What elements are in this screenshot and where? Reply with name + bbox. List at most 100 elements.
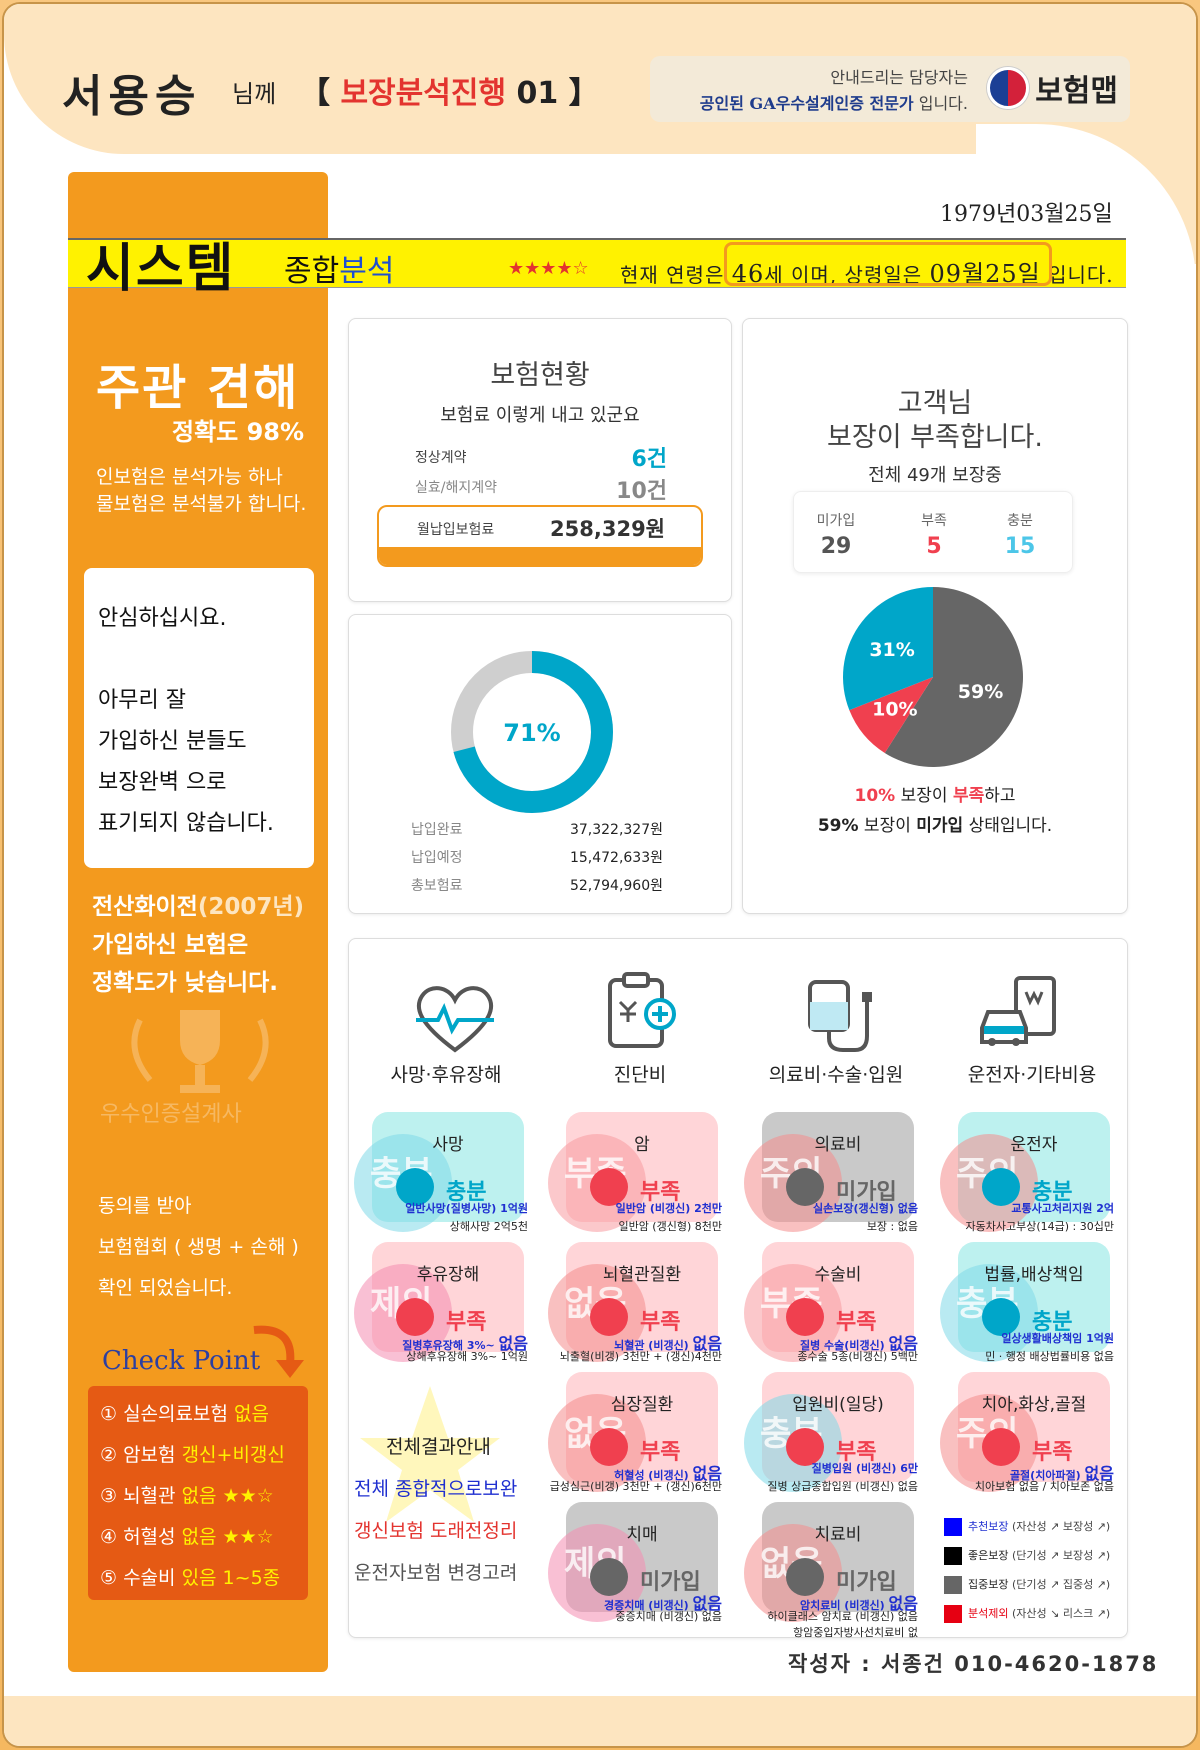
legend-desc: (단기성 ↗ 집중성 ↗) xyxy=(1008,1578,1111,1591)
tile-title: 운전자 xyxy=(1010,1135,1058,1155)
status-face-icon xyxy=(590,1168,628,1206)
age-highlight xyxy=(724,242,1052,286)
summary-line1: 전체 종합적으로보완 xyxy=(354,1478,518,1500)
tile-status: 미가입 xyxy=(640,1570,701,1595)
tile-title: 후유장해 xyxy=(416,1265,480,1285)
agreement-note: 동의를 받아 보험협회 ( 생명 + 손해 ) 확인 되었습니다. xyxy=(98,1195,299,1299)
planned-row: 납입예정 15,472,633원 xyxy=(411,850,663,866)
footer-band xyxy=(4,1696,1196,1746)
payment-card: 71% 납입완료 37,322,327원 납입예정 15,472,633원 총보험료… xyxy=(348,614,732,914)
status-face-icon xyxy=(396,1298,434,1336)
coverage-tile: 제외 후유장해 부족 질병후유장해 3%~ 없음 상해후유장해 3%~ 1억원 xyxy=(354,1242,528,1363)
tile-detail1: 일반사망(질병사망) 1억원 xyxy=(405,1202,528,1215)
insurance-status-card: 보험현황 보험료 이렇게 내고 있군요 정상계약 6건 실효/해지계약 10건 월납… xyxy=(348,318,732,602)
status-face-icon xyxy=(786,1168,824,1206)
tile-detail2: 중증치매 (비갱신) 없음 xyxy=(615,1610,722,1623)
normal-contracts: 정상계약 6건 xyxy=(415,447,667,472)
tile-status: 부족 xyxy=(836,1440,877,1465)
coverage-tile: 없음 치료비 미가입 암치료비 (비갱신) 없음 하이클래스 암치료 (비갱신)… xyxy=(744,1502,918,1639)
tile-detail2: 급성심근(비갱) 3천만 + (갱신)6천만 xyxy=(549,1480,722,1493)
status-face-icon xyxy=(982,1168,1020,1206)
coverage-tile: 충분 사망 충분 일반사망(질병사망) 1억원 상해사망 2억5천 xyxy=(354,1112,528,1233)
car-document-icon xyxy=(980,976,1056,1046)
tile-status: 부족 xyxy=(640,1310,681,1335)
legend-swatch xyxy=(944,1605,962,1623)
tile-detail1: 일반암 (비갱신) 2천만 xyxy=(615,1202,722,1215)
status-face-icon xyxy=(982,1428,1020,1466)
tile-detail1: 질병 수술(비갱신) 없음 xyxy=(799,1334,918,1353)
payment-donut-chart: 71% xyxy=(451,651,613,813)
legend-item: 좋은보장 (단기성 ↗ 보장성 ↗) xyxy=(944,1547,1110,1565)
coverage-note1: 10% 보장이 부족하고 xyxy=(854,786,1016,806)
tile-detail2: 민 · 행정 배상법률비용 없음 xyxy=(985,1350,1114,1363)
reassure-card: 안심하십시요. 아무리 잘 가입하신 분들도 보장완벽 으로 표기되지 않습니다. xyxy=(84,568,314,868)
coverage-title1: 고객님 xyxy=(897,388,973,419)
tile-detail1: 질병입원 (비갱신) 6만 xyxy=(811,1462,918,1475)
tile-detail1: 일상생활배상책임 1억원 xyxy=(1001,1332,1114,1345)
coverage-tile: 제외 치매 미가입 경증치매 (비갱신) 없음 중증치매 (비갱신) 없음 xyxy=(548,1502,722,1623)
opinion-title: 주관 견해 xyxy=(96,360,300,416)
tile-title: 의료비 xyxy=(814,1135,862,1155)
legend-name: 분석제외 xyxy=(968,1607,1009,1620)
tile-title: 치아,화상,골절 xyxy=(981,1395,1087,1415)
analysis-note: 인보험은 분석가능 하나 물보험은 분석불가 합니다. xyxy=(96,466,307,515)
premium-bar xyxy=(379,547,701,565)
rating-stars: ★★★★☆ xyxy=(508,258,589,279)
tile-title: 심장질환 xyxy=(610,1395,674,1415)
checkpoint-item: ③ 뇌혈관 없음 ★★☆ xyxy=(100,1485,274,1507)
coverage-pie-chart: 59% 10% 31% xyxy=(843,587,1023,767)
coverage-tile: 부족 수술비 부족 질병 수술(비갱신) 없음 종수술 5종(비갱신) 5백만 xyxy=(744,1242,918,1363)
tile-detail1: 암치료비 (비갱신) 없음 xyxy=(799,1594,918,1613)
legend-item: 추천보장 (자산성 ↗ 보장성 ↗) xyxy=(944,1518,1110,1536)
tile-detail2: 치아보험 없음 / 치아보존 없음 xyxy=(974,1480,1114,1493)
legend-item: 분석제외 (자산성 ↘ 리스크 ↗) xyxy=(944,1605,1110,1623)
pie-slice xyxy=(884,587,1023,767)
checkpoint-item: ④ 허혈성 없음 ★★☆ xyxy=(100,1526,274,1548)
honorific: 님께 xyxy=(232,80,277,108)
donut-label: 71% xyxy=(503,719,560,747)
pie-slice xyxy=(849,677,933,753)
accuracy: 정확도 98% xyxy=(172,418,305,446)
tile-detail2: 보장 : 없음 xyxy=(866,1220,918,1233)
coverage-tile: 충분 법률,배상책임 충분 일상생활배상책임 1억원 민 · 행정 배상법률비용… xyxy=(940,1242,1114,1363)
tile-detail1: 실손보장(갱신형) 없음 xyxy=(813,1202,918,1215)
monthly-premium-box: 월납입보험료 258,329원 xyxy=(377,505,703,567)
tile-detail1: 교통사고처리지원 2억 xyxy=(1011,1202,1114,1215)
category-medical: 의료비·수술·입원 xyxy=(768,1064,904,1086)
tile-status: 부족 xyxy=(640,1180,681,1205)
tile-status: 미가입 xyxy=(836,1180,897,1205)
legend-name: 집중보장 xyxy=(968,1578,1009,1591)
tile-detail2: 종수술 5종(비갱신) 5백만 xyxy=(797,1350,918,1363)
coverage-stats: 미가입 29 부족 5 충분 15 xyxy=(793,491,1073,573)
tile-detail1: 뇌혈관 (비갱신) 없음 xyxy=(614,1334,722,1353)
status-face-icon xyxy=(786,1428,824,1466)
tile-detail2: 질병 상급종합입원 (비갱신) 없음 xyxy=(767,1480,918,1493)
coverage-tile: 없음 뇌혈관질환 부족 뇌혈관 (비갱신) 없음 뇌출혈(비갱) 3천만 + (… xyxy=(548,1242,722,1363)
checkpoint-title: Check Point xyxy=(102,1346,261,1376)
total-row: 총보험료 52,794,960원 xyxy=(411,878,663,894)
tile-title: 법률,배상책임 xyxy=(984,1265,1084,1285)
tile-title: 수술비 xyxy=(814,1265,862,1285)
status-face-icon xyxy=(396,1168,434,1206)
coverage-tile: 없음 심장질환 부족 허혈성 (비갱신) 없음 급성심근(비갱) 3천만 + (… xyxy=(548,1372,722,1493)
tile-status: 부족 xyxy=(640,1440,681,1465)
legend-desc: (자산성 ↗ 보장성 ↗) xyxy=(1008,1520,1111,1533)
tile-status: 부족 xyxy=(446,1310,487,1335)
status-face-icon xyxy=(590,1558,628,1596)
donut-arc xyxy=(451,651,613,813)
customer-name: 서용승 xyxy=(62,71,202,122)
agent-box: 안내드리는 담당자는 공인된 GA우수설계인증 전문가 입니다. 보험맵 xyxy=(650,56,1130,122)
watermark-text: 우수인증설계사 xyxy=(100,1102,242,1127)
tile-detail2: 뇌출혈(비갱) 3천만 + (갱신)4천만 xyxy=(559,1350,722,1363)
tile-title: 치료비 xyxy=(814,1525,862,1545)
checkpoint-item: ① 실손의료보험 없음 xyxy=(100,1403,269,1425)
checkpoint-box: ① 실손의료보험 없음 ② 암보험 갱신+비갱신 ③ 뇌혈관 없음 ★★☆ ④ … xyxy=(88,1386,308,1600)
system-subtitle: 종합분석 xyxy=(284,254,395,289)
taegeuk-icon xyxy=(987,67,1030,109)
legend-item: 집중보장 (단기성 ↗ 집중성 ↗) xyxy=(944,1576,1110,1594)
tile-detail2: 상해사망 2억5천 xyxy=(449,1220,528,1233)
summary-line2: 갱신보험 도래전정리 xyxy=(354,1520,518,1542)
status-face-icon xyxy=(786,1298,824,1336)
coverage-tile: 주의 의료비 미가입 실손보장(갱신형) 없음 보장 : 없음 xyxy=(744,1112,918,1233)
tile-status: 부족 xyxy=(836,1310,877,1335)
